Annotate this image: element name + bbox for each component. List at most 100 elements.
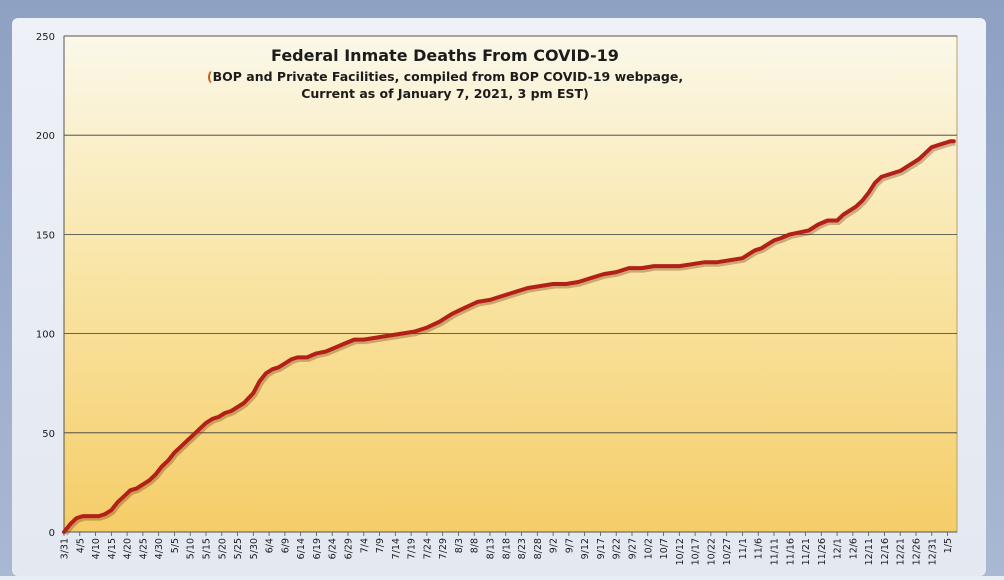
x-tick-label: 12/31 xyxy=(927,538,938,565)
x-tick-label: 7/4 xyxy=(359,538,370,553)
x-tick-label: 7/29 xyxy=(438,538,449,559)
series-line-shadow xyxy=(63,140,956,536)
data-point xyxy=(135,487,138,490)
x-tick-label: 3/31 xyxy=(60,538,71,559)
data-point xyxy=(223,411,227,415)
x-tick-label: 11/26 xyxy=(817,538,828,565)
x-tick-label: 10/12 xyxy=(675,538,686,565)
x-axis-ticks: 3/31 4/5 4/10 4/15 4/20 4/25 4/30 5/5 5/10 5/15 5/… xyxy=(60,532,954,565)
data-point xyxy=(400,332,403,335)
x-tick-label: 5/25 xyxy=(233,538,244,559)
data-point xyxy=(252,391,255,395)
x-tick-label: 6/19 xyxy=(312,538,323,559)
data-point xyxy=(185,439,189,442)
x-tick-label: 12/1 xyxy=(833,538,844,559)
data-point xyxy=(817,223,820,226)
data-point xyxy=(242,401,246,405)
data-point xyxy=(917,157,921,161)
data-point xyxy=(615,270,618,274)
data-point xyxy=(211,417,214,421)
data-point xyxy=(122,495,126,498)
data-point xyxy=(640,266,643,270)
x-tick-label: 5/20 xyxy=(217,538,228,559)
series-points xyxy=(62,140,955,534)
data-point xyxy=(375,336,378,339)
x-tick-label: 11/11 xyxy=(769,538,780,565)
data-point xyxy=(760,247,763,250)
data-point xyxy=(514,290,517,294)
x-tick-label: 4/25 xyxy=(138,538,149,559)
chart-subtitle-line-1: (BOP and Private Facilities, compiled fr… xyxy=(207,69,683,84)
x-tick-label: 11/6 xyxy=(754,538,765,559)
x-tick-label: 10/17 xyxy=(691,538,702,565)
data-point xyxy=(362,338,365,341)
data-point xyxy=(62,530,66,534)
x-tick-label: 5/30 xyxy=(249,538,260,559)
x-tick-label: 6/29 xyxy=(343,538,354,559)
x-tick-label: 8/28 xyxy=(533,538,544,559)
chart-subtitle-line-2: Current as of January 7, 2021, 3 pm EST) xyxy=(301,86,589,101)
data-point xyxy=(116,501,119,504)
data-point xyxy=(899,169,902,173)
data-point xyxy=(602,272,605,276)
data-point xyxy=(166,459,170,462)
data-point xyxy=(807,229,810,232)
data-point xyxy=(110,509,113,512)
data-point xyxy=(936,143,940,147)
x-tick-label: 9/27 xyxy=(627,538,638,559)
data-point xyxy=(577,280,580,284)
x-tick-label: 10/22 xyxy=(706,538,717,565)
x-tick-label: 10/7 xyxy=(659,538,670,559)
gridlines xyxy=(64,35,957,434)
data-point xyxy=(652,264,656,268)
x-tick-label: 12/11 xyxy=(864,538,875,565)
data-point xyxy=(192,433,195,436)
x-tick-label: 4/30 xyxy=(154,538,165,559)
data-point xyxy=(589,276,593,280)
data-point xyxy=(103,512,107,516)
data-point xyxy=(488,298,492,302)
data-point xyxy=(728,259,731,262)
x-tick-label: 6/4 xyxy=(265,538,276,553)
data-point xyxy=(716,261,719,264)
data-point xyxy=(296,356,299,359)
x-tick-label: 9/17 xyxy=(596,538,607,559)
plot-area xyxy=(63,35,958,533)
data-point xyxy=(741,257,744,260)
data-point xyxy=(450,312,454,315)
x-tick-label: 7/24 xyxy=(422,538,433,559)
x-tick-label: 10/2 xyxy=(643,538,654,559)
x-tick-label: 11/1 xyxy=(738,538,749,559)
data-point xyxy=(949,140,952,143)
data-point xyxy=(343,342,346,345)
y-tick-label-200: 200 xyxy=(36,131,55,142)
data-point xyxy=(539,284,542,288)
x-tick-label: 8/8 xyxy=(470,538,481,553)
data-point xyxy=(179,445,182,448)
data-point xyxy=(236,405,239,409)
data-point xyxy=(911,161,914,165)
data-point xyxy=(230,409,233,413)
data-point xyxy=(892,171,896,175)
data-point xyxy=(217,415,220,419)
x-tick-label: 6/24 xyxy=(328,538,339,559)
data-point xyxy=(766,243,769,246)
chart-title: Federal Inmate Deaths From COVID-19 xyxy=(271,46,619,65)
data-point xyxy=(551,282,555,286)
x-tick-label: 4/15 xyxy=(107,538,118,559)
data-point xyxy=(848,209,851,212)
x-tick-label: 7/19 xyxy=(407,538,418,559)
data-point xyxy=(905,165,908,169)
data-point xyxy=(930,145,933,149)
data-point xyxy=(873,181,877,184)
x-tick-label: 6/9 xyxy=(280,538,291,553)
data-point xyxy=(924,151,927,155)
x-tick-label: 6/14 xyxy=(296,538,307,559)
data-point xyxy=(861,199,864,202)
x-tick-label: 5/10 xyxy=(186,538,197,559)
x-tick-label: 4/10 xyxy=(91,538,102,559)
data-point xyxy=(835,219,839,222)
x-tick-label: 8/23 xyxy=(517,538,528,559)
data-point xyxy=(129,489,132,492)
